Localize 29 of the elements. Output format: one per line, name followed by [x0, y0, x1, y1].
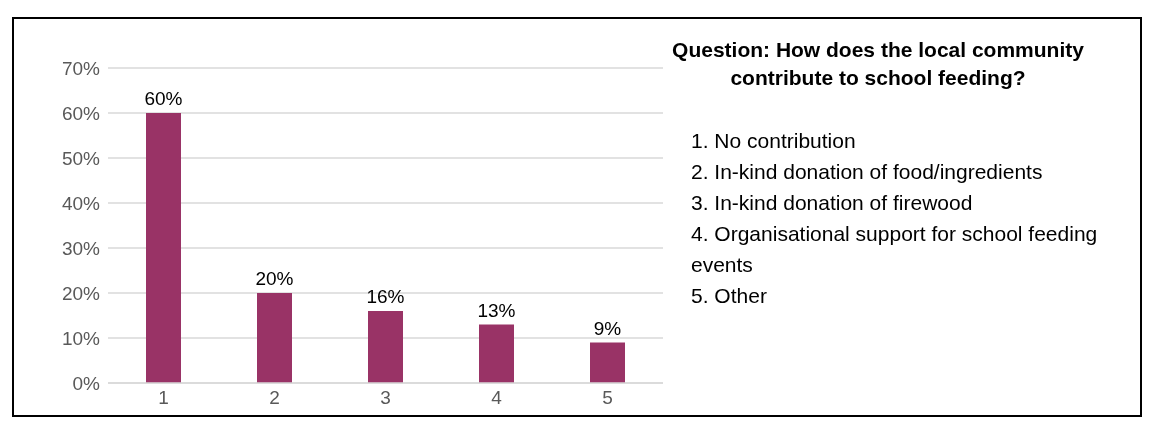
data-label: 16%	[366, 286, 405, 307]
x-tick-label: 3	[380, 387, 391, 409]
y-tick-label: 0%	[72, 372, 101, 394]
data-label: 13%	[477, 299, 516, 321]
text: 5. Other	[691, 283, 768, 309]
bar	[257, 293, 292, 383]
text: Question: How does the local community contribute to school feeding?	[671, 37, 1085, 91]
y-tick-label: 60%	[61, 102, 101, 124]
data-label: 20%	[255, 268, 294, 289]
bar	[479, 324, 514, 383]
bar	[368, 311, 403, 383]
text: 2. In-kind donation of food/ingredients	[691, 159, 1044, 185]
text: 1. No contribution	[691, 128, 857, 154]
y-tick-label: 50%	[61, 147, 101, 169]
x-tick-label: 1	[158, 387, 169, 409]
x-tick-label: 2	[269, 387, 280, 409]
y-tick-label: 70%	[61, 57, 101, 79]
data-label: 9%	[593, 317, 622, 339]
bar	[146, 113, 181, 383]
text: 4. Organisational support for school feeding events	[691, 221, 1099, 278]
x-tick-label: 5	[602, 387, 613, 409]
data-label: 60%	[144, 88, 183, 109]
y-tick-label: 30%	[61, 237, 101, 259]
text: 3. In-kind donation of firewood	[691, 190, 974, 216]
y-tick-label: 40%	[61, 192, 101, 214]
y-tick-label: 20%	[61, 282, 101, 304]
bar	[590, 342, 625, 383]
y-tick-label: 10%	[61, 327, 101, 349]
x-tick-label: 4	[491, 387, 503, 409]
